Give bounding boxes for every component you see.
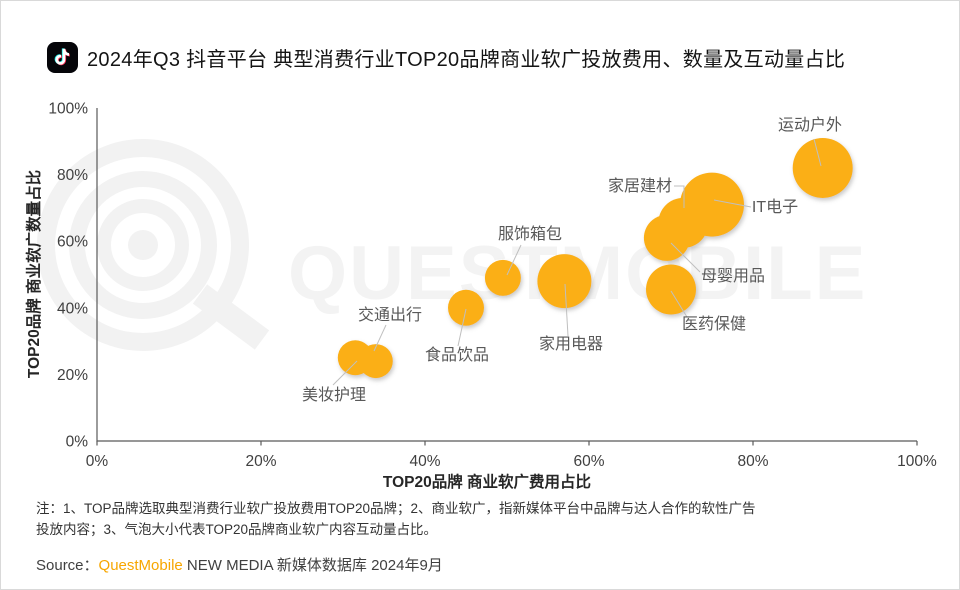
source-brand: QuestMobile <box>98 557 183 574</box>
chart-bubble-交通出行 <box>358 344 393 379</box>
report-header: 2024年Q3 抖音平台 典型消费行业TOP20品牌商业软广投放费用、数量及互动… <box>47 42 845 73</box>
label-leader-line <box>813 138 822 167</box>
x-axis-tick-label: 0% <box>86 453 109 470</box>
chart-bubble-服饰箱包 <box>484 259 521 296</box>
chart-bubble-IT电子 <box>680 172 744 237</box>
chart-bubble-运动户外 <box>792 137 853 198</box>
y-axis-tick-label: 20% <box>57 367 88 384</box>
y-axis-tick-label: 60% <box>57 234 88 251</box>
page-title: 2024年Q3 抖音平台 典型消费行业TOP20品牌商业软广投放费用、数量及互动… <box>87 49 846 71</box>
douyin-logo-icon <box>47 42 78 73</box>
bubble-group <box>337 137 853 379</box>
label-leader-line <box>332 360 358 386</box>
x-axis-tick-label: 80% <box>737 453 768 470</box>
bubble-label-交通出行: 交通出行 <box>358 306 422 324</box>
label-leader-line <box>373 324 387 352</box>
bubble-label-服饰箱包: 服饰箱包 <box>498 225 562 243</box>
label-leader-line <box>564 283 569 337</box>
y-axis-tick-label: 40% <box>57 300 88 317</box>
leader-lines <box>332 138 822 386</box>
bubble-label-家用电器: 家用电器 <box>539 335 603 353</box>
label-leader-line <box>674 185 685 208</box>
axes: 0% 20% 40% 60% 80% 100% 0% 20% 40% 60% 80% 100% TOP2… <box>24 101 937 492</box>
chart-bubble-家用电器 <box>537 254 592 309</box>
bubble-chart: QUESTMOBILE0%20%40%60%80%100%0%20%40%60%… <box>24 101 937 492</box>
source-line: Source：QuestMobile NEW MEDIA 新媒体数据库 2024… <box>36 554 443 575</box>
footnote: 注：1、TOP品牌选取典型消费行业软广投放费用TOP20品牌；2、商业软广，指新… <box>36 498 756 540</box>
bubble-label-母婴用品: 母婴用品 <box>701 268 765 285</box>
label-leader-line <box>713 199 752 208</box>
label-leader-line <box>457 308 467 347</box>
bubble-label-IT电子: IT电子 <box>752 198 798 216</box>
chart-bubble-食品饮品 <box>448 289 484 326</box>
bubble-label-医药保健: 医药保健 <box>682 315 746 333</box>
chart-bubble-医药保健 <box>646 264 696 315</box>
x-axis-title: TOP20品牌 商业软广费用占比 <box>383 472 591 491</box>
label-leader-line <box>506 244 522 276</box>
x-axis-tick-label: 40% <box>409 453 440 470</box>
x-axis-tick-label: 100% <box>897 453 937 470</box>
bubble-label-食品饮品: 食品饮品 <box>425 346 489 364</box>
x-axis-tick-label: 60% <box>573 453 604 470</box>
label-leader-line <box>670 242 701 273</box>
source-rest: NEW MEDIA 新媒体数据库 2024年9月 <box>182 557 443 574</box>
bubble-label-家居建材: 家居建材 <box>608 177 672 195</box>
source-label: Source： <box>36 557 99 574</box>
footnote-line-1: 注：1、TOP品牌选取典型消费行业软广投放费用TOP20品牌；2、商业软广，指新… <box>36 501 756 516</box>
footnote-line-2: 投放内容；3、气泡大小代表TOP20品牌商业软广内容互动量占比。 <box>36 522 438 537</box>
x-axis-tick-label: 20% <box>245 453 276 470</box>
bubble-label-美妆护理: 美妆护理 <box>302 386 366 404</box>
label-leader-line <box>670 290 688 318</box>
y-axis-tick-label: 100% <box>48 101 88 118</box>
y-axis-title: TOP20品牌 商业软广数量占比 <box>24 170 43 378</box>
y-axis-tick-label: 80% <box>57 167 88 184</box>
bubble-label-运动户外: 运动户外 <box>778 116 842 134</box>
y-axis-tick-label: 0% <box>66 434 89 451</box>
